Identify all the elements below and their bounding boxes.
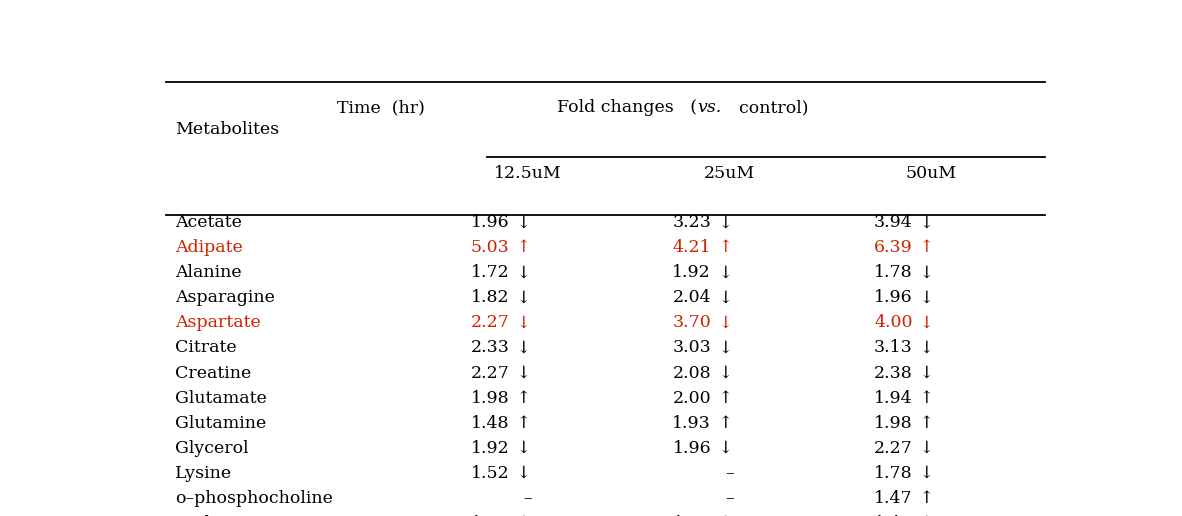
Text: o–phosphocholine: o–phosphocholine: [175, 490, 333, 507]
Text: Asparagine: Asparagine: [175, 289, 275, 307]
Text: 1.94: 1.94: [873, 390, 913, 407]
Text: Metabolites: Metabolites: [175, 121, 279, 138]
Text: 5.03: 5.03: [470, 239, 509, 256]
Text: 1.78: 1.78: [873, 464, 913, 481]
Text: 3.23: 3.23: [673, 214, 712, 231]
Text: 25uM: 25uM: [703, 165, 755, 182]
Text: Glutamine: Glutamine: [175, 414, 266, 431]
Text: 1.98: 1.98: [470, 390, 509, 407]
Text: 3.94: 3.94: [873, 214, 913, 231]
Text: ↓: ↓: [713, 440, 733, 457]
Text: 4.00: 4.00: [875, 314, 913, 331]
Text: ↑: ↑: [915, 390, 935, 407]
Text: 1.78: 1.78: [873, 264, 913, 281]
Text: 1.96: 1.96: [470, 214, 509, 231]
Text: 50uM: 50uM: [905, 165, 956, 182]
Text: 1.92: 1.92: [470, 440, 509, 457]
Text: 1.48: 1.48: [472, 414, 509, 431]
Text: Alanine: Alanine: [175, 264, 242, 281]
Text: ↓: ↓: [915, 340, 935, 357]
Text: 12.5uM: 12.5uM: [494, 165, 561, 182]
Text: –: –: [725, 464, 734, 481]
Text: ↓: ↓: [713, 289, 733, 307]
Text: 1.72: 1.72: [470, 514, 509, 516]
Text: ↓: ↓: [915, 214, 935, 231]
Text: Glycerol: Glycerol: [175, 440, 249, 457]
Text: ↓: ↓: [915, 440, 935, 457]
Text: ↓: ↓: [713, 264, 733, 281]
Text: 2.27: 2.27: [873, 440, 913, 457]
Text: ↑: ↑: [915, 239, 935, 256]
Text: 1.93: 1.93: [673, 414, 712, 431]
Text: ↑: ↑: [512, 239, 532, 256]
Text: ↑: ↑: [915, 414, 935, 431]
Text: 1.72: 1.72: [470, 264, 509, 281]
Text: 2.00: 2.00: [673, 390, 712, 407]
Text: 3.13: 3.13: [873, 340, 913, 357]
Text: ↓: ↓: [512, 340, 532, 357]
Text: –: –: [524, 490, 532, 507]
Text: ↓: ↓: [713, 514, 733, 516]
Text: Glutamate: Glutamate: [175, 390, 267, 407]
Text: ↓: ↓: [915, 289, 935, 307]
Text: ↓: ↓: [713, 314, 733, 331]
Text: Aspartate: Aspartate: [175, 314, 261, 331]
Text: ↓: ↓: [713, 214, 733, 231]
Text: ↓: ↓: [512, 440, 532, 457]
Text: ↓: ↓: [512, 514, 532, 516]
Text: Proline: Proline: [175, 514, 239, 516]
Text: 2.38: 2.38: [873, 364, 913, 381]
Text: Time  (hr): Time (hr): [337, 99, 426, 116]
Text: 3.70: 3.70: [673, 314, 712, 331]
Text: 1.96: 1.96: [673, 440, 712, 457]
Text: 2.04: 2.04: [673, 289, 712, 307]
Text: 1.92: 1.92: [673, 264, 712, 281]
Text: 1.96: 1.96: [873, 289, 913, 307]
Text: 1.98: 1.98: [873, 414, 913, 431]
Text: ↑: ↑: [713, 414, 733, 431]
Text: vs.: vs.: [697, 99, 722, 116]
Text: ↓: ↓: [915, 264, 935, 281]
Text: ↓: ↓: [512, 289, 532, 307]
Text: ↓: ↓: [915, 514, 935, 516]
Text: –: –: [725, 490, 734, 507]
Text: Acetate: Acetate: [175, 214, 242, 231]
Text: 3.03: 3.03: [673, 340, 712, 357]
Text: Lysine: Lysine: [175, 464, 233, 481]
Text: ↓: ↓: [512, 364, 532, 381]
Text: ↓: ↓: [512, 314, 532, 331]
Text: ↓: ↓: [915, 464, 935, 481]
Text: 1.47: 1.47: [873, 490, 913, 507]
Text: ↑: ↑: [512, 414, 532, 431]
Text: ↑: ↑: [713, 239, 733, 256]
Text: ↓: ↓: [512, 214, 532, 231]
Text: ↓: ↓: [915, 364, 935, 381]
Text: 2.33: 2.33: [470, 340, 509, 357]
Text: ↓: ↓: [713, 340, 733, 357]
Text: Fold changes   (: Fold changes (: [558, 99, 697, 116]
Text: Adipate: Adipate: [175, 239, 243, 256]
Text: ↓: ↓: [512, 464, 532, 481]
Text: 2.08: 2.08: [673, 364, 712, 381]
Text: 2.27: 2.27: [470, 314, 509, 331]
Text: 6.39: 6.39: [873, 239, 913, 256]
Text: 1.58: 1.58: [673, 514, 712, 516]
Text: ↓: ↓: [512, 264, 532, 281]
Text: ↑: ↑: [915, 490, 935, 507]
Text: 1.52: 1.52: [470, 464, 509, 481]
Text: ↓: ↓: [915, 314, 935, 331]
Text: 4.21: 4.21: [673, 239, 712, 256]
Text: Creatine: Creatine: [175, 364, 252, 381]
Text: ↓: ↓: [713, 364, 733, 381]
Text: Citrate: Citrate: [175, 340, 236, 357]
Text: ↑: ↑: [512, 390, 532, 407]
Text: 1.49: 1.49: [873, 514, 913, 516]
Text: 2.27: 2.27: [470, 364, 509, 381]
Text: ↑: ↑: [713, 390, 733, 407]
Text: 1.82: 1.82: [470, 289, 509, 307]
Text: control): control): [728, 99, 808, 116]
